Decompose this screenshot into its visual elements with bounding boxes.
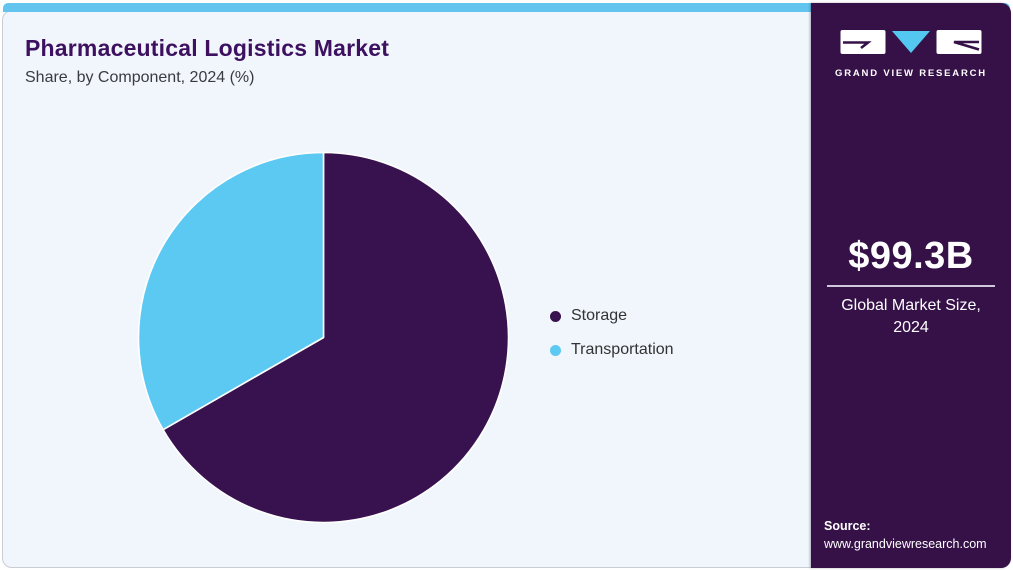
- chart-header: Pharmaceutical Logistics Market Share, b…: [25, 35, 389, 87]
- brand-name: GRAND VIEW RESEARCH: [835, 68, 987, 79]
- market-size-value: $99.3B: [848, 235, 974, 277]
- pie-chart-svg: [137, 151, 510, 524]
- chart-legend: Storage Transportation: [550, 307, 674, 359]
- pie-slice-storage: [162, 151, 510, 524]
- brand-logo: GRAND VIEW RESEARCH: [811, 29, 1011, 79]
- storage-legend-dot: [550, 310, 561, 322]
- logo-v-triangle: [892, 31, 930, 53]
- legend-item-transportation: Transportation: [550, 341, 674, 359]
- market-size-block: $99.3B Global Market Size, 2024: [811, 235, 1011, 338]
- pie-slice-transportation: [137, 151, 325, 431]
- page-subtitle: Share, by Component, 2024 (%): [25, 69, 255, 86]
- grand-view-research-logo-icon: [840, 30, 982, 54]
- brand-sidebar: GRAND VIEW RESEARCH $99.3B Global Market…: [811, 3, 1011, 568]
- market-size-label: Global Market Size, 2024: [841, 297, 981, 336]
- legend-item-storage: Storage: [550, 307, 674, 325]
- divider: [827, 285, 995, 287]
- source-url: www.grandviewresearch.com: [824, 536, 987, 551]
- source-note: Source: www.grandviewresearch.com: [824, 517, 987, 553]
- top-accent-bar: [3, 3, 1010, 12]
- source-label: Source:: [824, 518, 871, 533]
- transportation-legend-label: Transportation: [571, 341, 674, 358]
- pie-chart: [136, 150, 511, 525]
- storage-legend-label: Storage: [571, 307, 628, 324]
- transportation-legend-dot: [550, 344, 561, 356]
- page-title: Pharmaceutical Logistics Market: [25, 35, 390, 61]
